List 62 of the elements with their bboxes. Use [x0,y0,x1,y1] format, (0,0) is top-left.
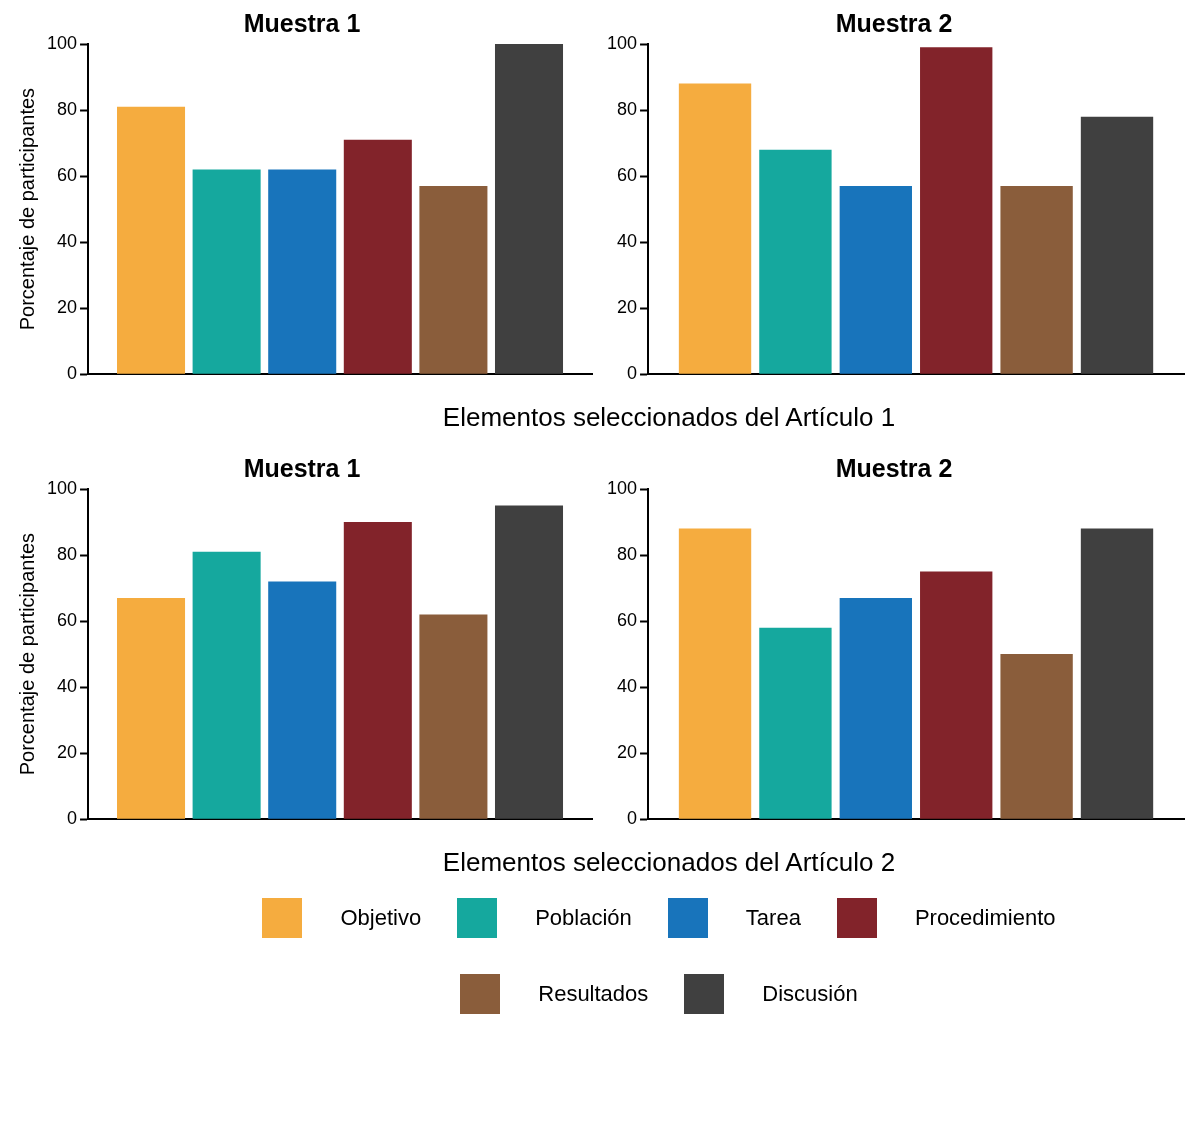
bar [1000,654,1073,819]
y-tick-label: 80 [57,544,78,565]
bar [920,571,993,819]
y-tick-label: 0 [627,363,638,384]
bar [268,581,337,819]
bar [419,614,488,819]
bar [268,169,337,374]
chart-title: Muestra 1 [243,453,361,482]
bar [494,505,564,819]
y-tick-label: 0 [67,363,78,384]
y-tick-label: 80 [617,99,638,120]
chart-title: Muestra 2 [835,453,953,482]
y-tick-label: 100 [606,477,638,498]
bar [117,106,186,374]
bar [1080,528,1154,819]
legend-label: Tarea [745,905,801,931]
chart-title: Muestra 2 [835,8,953,37]
y-tick-label: 100 [46,477,78,498]
legend-label: Resultados [538,981,649,1007]
bar [343,522,412,819]
bar [192,551,261,819]
chart-title: Muestra 1 [243,8,361,37]
bar [343,139,412,374]
legend-label: Procedimiento [914,905,1056,931]
legend-label: Objetivo [340,905,422,931]
bar [920,47,993,374]
y-tick-label: 80 [617,544,638,565]
y-tick-label: 60 [57,165,78,186]
bar [759,149,832,374]
legend-label: Discusión [762,981,858,1007]
y-tick-label: 40 [57,231,78,252]
y-tick-label: 60 [617,165,638,186]
bar [1000,185,1073,374]
y-tick-label: 20 [57,742,78,763]
y-tick-label: 40 [57,676,78,697]
legend-label: Población [535,905,632,931]
y-axis-title: Porcentaje de participantes [15,87,38,331]
y-tick-label: 60 [617,610,638,631]
bar [839,185,912,374]
y-tick-label: 40 [617,676,638,697]
y-tick-label: 20 [57,297,78,318]
y-axis-title: Porcentaje de participantes [15,532,38,776]
x-axis-title: Elementos seleccionados del Artículo 2 [441,847,897,878]
y-tick-label: 20 [617,297,638,318]
y-tick-label: 100 [46,32,78,53]
bar [678,528,752,819]
bar [1080,116,1154,374]
y-tick-label: 60 [57,610,78,631]
y-tick-label: 100 [606,32,638,53]
bar [494,44,564,374]
bar [419,185,488,374]
y-tick-label: 80 [57,99,78,120]
y-tick-label: 0 [627,808,638,829]
y-tick-label: 20 [617,742,638,763]
x-axis-title: Elementos seleccionados del Artículo 1 [441,402,897,433]
bar [759,627,832,819]
bar [678,83,752,374]
bar [117,597,186,819]
y-tick-label: 0 [67,808,78,829]
bar [839,597,912,819]
bar [192,169,261,374]
y-tick-label: 40 [617,231,638,252]
